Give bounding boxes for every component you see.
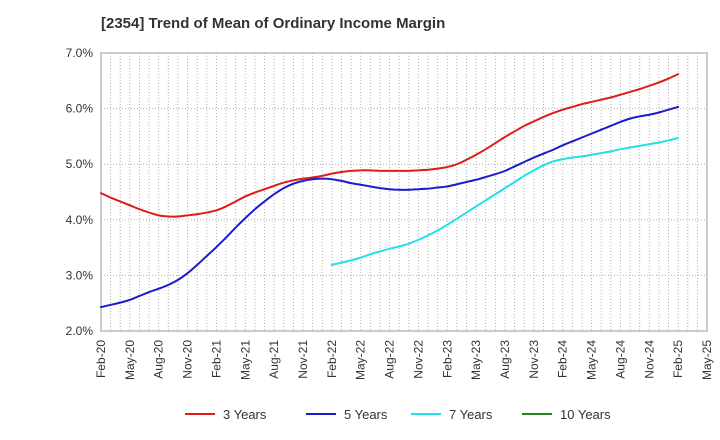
series-lines: [100, 73, 680, 309]
legend-label-7-years: 7 Years: [449, 407, 493, 422]
y-tick-label: 6.0%: [66, 102, 94, 116]
x-tick-label: May-23: [469, 340, 483, 380]
x-tick-label: Aug-24: [613, 340, 627, 379]
legend-label-3-years: 3 Years: [223, 407, 267, 422]
x-tick-label: Aug-23: [498, 340, 512, 379]
y-tick-label: 5.0%: [66, 157, 94, 171]
y-tick-label: 2.0%: [66, 324, 94, 338]
x-tick-label: Aug-21: [267, 340, 281, 379]
legend-label-10-years: 10 Years: [560, 407, 611, 422]
x-tick-label: Nov-20: [181, 340, 195, 379]
chart-title: [2354] Trend of Mean of Ordinary Income …: [101, 15, 446, 32]
series-line-3-years: [100, 73, 680, 218]
x-tick-label: Feb-25: [671, 340, 685, 378]
x-tick-label: Nov-23: [527, 340, 541, 379]
y-axis-ticks: 2.0% 3.0% 4.0% 5.0% 6.0% 7.0%: [66, 46, 94, 338]
y-tick-label: 4.0%: [66, 213, 94, 227]
legend: 3 Years 5 Years 7 Years 10 Years: [185, 407, 611, 422]
x-tick-label: Feb-23: [440, 340, 454, 378]
y-tick-label: 3.0%: [66, 268, 94, 282]
gridlines: [100, 52, 708, 332]
x-tick-label: Aug-20: [152, 340, 166, 379]
x-tick-label: May-21: [238, 340, 252, 380]
plot-area-frame: [100, 52, 708, 332]
x-axis-ticks: Feb-20 May-20 Aug-20 Nov-20 Feb-21 May-21 Aug-…: [94, 340, 714, 380]
x-tick-label: Nov-22: [411, 340, 425, 379]
y-tick-label: 7.0%: [66, 46, 94, 60]
series-line-5-years: [100, 105, 680, 309]
legend-label-5-years: 5 Years: [344, 407, 388, 422]
x-tick-label: May-22: [354, 340, 368, 380]
x-tick-label: May-25: [700, 340, 714, 380]
x-tick-label: Feb-22: [325, 340, 339, 378]
x-tick-label: Feb-20: [94, 340, 108, 378]
x-tick-label: May-24: [585, 340, 599, 380]
x-tick-label: Feb-24: [556, 340, 570, 378]
x-tick-label: Feb-21: [209, 340, 223, 378]
x-tick-label: Aug-22: [383, 340, 397, 379]
series-line-7-years: [330, 137, 680, 266]
x-tick-label: Nov-24: [642, 340, 656, 379]
x-tick-label: May-20: [123, 340, 137, 380]
x-tick-label: Nov-21: [296, 340, 310, 379]
